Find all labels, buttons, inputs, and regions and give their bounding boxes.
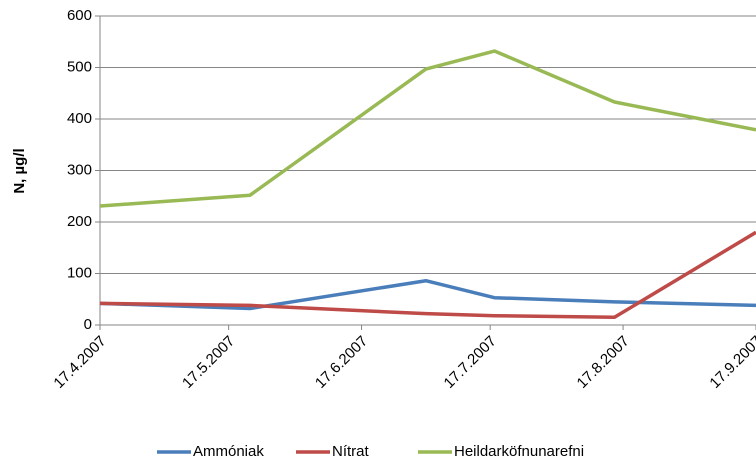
x-tick-label: 17.7.2007: [441, 333, 500, 392]
line-series: [99, 49, 756, 208]
legend-item: Ammóniak: [157, 443, 264, 460]
y-tick-label: 100: [67, 264, 92, 281]
y-tick-label: 200: [67, 213, 92, 230]
y-tick-label: 600: [67, 7, 92, 24]
legend-item: Nítrat: [296, 443, 370, 460]
y-tick-label: 400: [67, 110, 92, 127]
x-tick-label: 17.9.2007: [706, 333, 756, 392]
y-tick-label: 500: [67, 58, 92, 75]
y-tick-label: 0: [84, 316, 92, 333]
x-tick-label: 17.6.2007: [312, 333, 371, 392]
x-tick-label: 17.8.2007: [574, 333, 633, 392]
legend-label: Ammóniak: [193, 443, 264, 460]
x-tick-label: 17.4.2007: [50, 333, 109, 392]
legend-label: Heildarköfnunarefni: [454, 443, 584, 460]
x-tick-label: 17.5.2007: [179, 333, 238, 392]
legend-label: Nítrat: [332, 443, 370, 460]
legend-item: Heildarköfnunarefni: [418, 443, 584, 460]
y-tick-label: 300: [67, 161, 92, 178]
line-series: [99, 230, 756, 320]
y-axis-label: N, µg/l: [11, 148, 28, 193]
